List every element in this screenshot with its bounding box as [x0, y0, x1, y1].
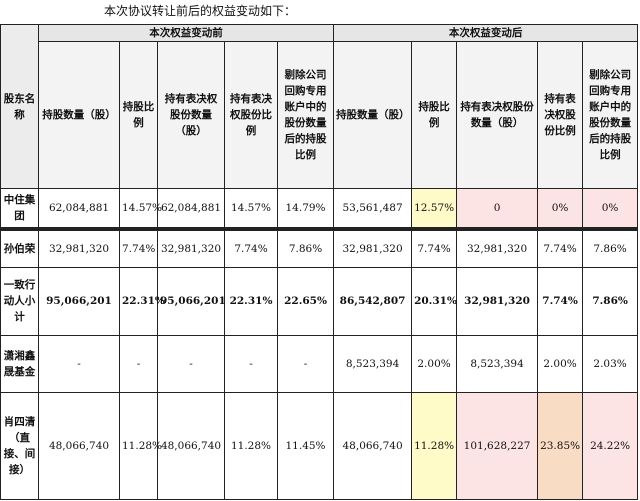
table-row-sunborong: 孙伯荣 32,981,320 7.74% 32,981,320 7.74% 7.… — [0, 227, 639, 269]
intro-text: 本次协议转让前后的权益变动如下： — [104, 4, 297, 18]
cell: 7.74% — [411, 227, 458, 269]
row-name: 一致行动人小计 — [0, 267, 39, 336]
cell: 11.45% — [276, 392, 335, 500]
cell: 95,066,201 — [157, 267, 226, 336]
cell: 7.74% — [224, 227, 278, 269]
cell-highlight: 0% — [582, 188, 639, 230]
cell: 86,542,807 — [333, 267, 413, 336]
row-name: 潇湘鑫晟基金 — [0, 334, 39, 394]
cell: 20.31% — [411, 267, 458, 336]
row-name: 中住集团 — [0, 188, 39, 230]
row-name: 肖四清（直接、间接） — [0, 392, 39, 500]
cell: 11.28% — [119, 392, 162, 500]
col-ratio-after: 持股比例 — [411, 41, 458, 190]
cell: 2.00% — [537, 334, 584, 394]
cell: 14.57% — [224, 188, 278, 230]
cell: 22.31% — [119, 267, 165, 336]
cell: 8,523,394 — [333, 334, 413, 394]
cell: - — [224, 334, 278, 394]
equity-change-table: 股东名称 本次权益变动前 本次权益变动后 持股数量（股） 持股比例 持有表决权股… — [0, 23, 639, 500]
cell-highlight: 24.22% — [582, 392, 639, 500]
col-voting-ratio-after: 持有表决权股份比例 — [537, 41, 584, 190]
cell: - — [38, 334, 120, 394]
table-row-concert-subtotal: 一致行动人小计 95,066,201 22.31% 95,066,201 22.… — [0, 267, 639, 336]
cell: - — [119, 334, 158, 394]
cell: 7.86% — [582, 227, 639, 269]
cell: 14.57% — [119, 188, 162, 230]
cell: 48,066,740 — [38, 392, 120, 500]
column-header-row: 持股数量（股） 持股比例 持有表决权股份数量（股） 持有表决权股份比例 剔除公司… — [1, 41, 639, 190]
col-adjusted-ratio-before: 剔除公司回购专用账户中的股份数量后的持股比例 — [276, 41, 335, 190]
cell: 32,981,320 — [456, 227, 539, 269]
col-voting-shares-before: 持有表决权股份数量（股） — [157, 41, 225, 190]
col-shares-before: 持股数量（股） — [38, 41, 120, 190]
shareholder-name-header: 股东名称 — [0, 23, 39, 190]
group-header-row: 股东名称 本次权益变动前 本次权益变动后 — [0, 23, 639, 190]
table-row-zhongzhu: 中住集团 62,084,881 14.57% 62,084,881 14.57%… — [0, 188, 639, 230]
cell: 7.74% — [537, 267, 584, 336]
table-row-xiaosiqing: 肖四清（直接、间接） 48,066,740 11.28% 48,066,740 … — [0, 392, 639, 500]
col-ratio-before: 持股比例 — [119, 41, 158, 190]
cell: 95,066,201 — [38, 267, 120, 336]
cell: 8,523,394 — [456, 334, 539, 394]
cell: 48,066,740 — [333, 392, 413, 500]
cell: 48,066,740 — [157, 392, 225, 500]
row-name: 孙伯荣 — [0, 227, 39, 269]
cell: 32,981,320 — [38, 227, 120, 269]
cell: 32,981,320 — [157, 227, 225, 269]
cell: 7.86% — [582, 267, 639, 336]
cell-highlight: 12.57% — [411, 188, 458, 230]
cell: 7.74% — [119, 227, 158, 269]
cell-highlight: 0% — [537, 188, 584, 230]
cell: - — [157, 334, 225, 394]
cell-highlight: 23.85% — [537, 392, 584, 500]
cell: 32,981,320 — [333, 227, 413, 269]
cell: - — [276, 334, 335, 394]
col-adjusted-ratio-after: 剔除公司回购专用账户中的股份数量后的持股比例 — [582, 41, 639, 190]
cell: 11.28% — [224, 392, 278, 500]
cell: 7.86% — [276, 227, 335, 269]
before-change-header: 本次权益变动前 — [37, 23, 335, 43]
cell: 2.00% — [411, 334, 458, 394]
cell-highlight: 101,628,227 — [456, 392, 539, 500]
col-voting-shares-after: 持有表决权股份数量（股） — [456, 41, 539, 190]
cell: 53,561,487 — [333, 188, 413, 230]
cell: 14.79% — [276, 188, 335, 230]
cell: 7.74% — [537, 227, 584, 269]
after-change-header: 本次权益变动后 — [333, 23, 639, 43]
cell: 62,084,881 — [38, 188, 120, 230]
cell: 2.03% — [582, 334, 639, 394]
col-shares-after: 持股数量（股） — [333, 41, 413, 190]
table-row-xiaoxiang-fund: 潇湘鑫晟基金 - - - - - 8,523,394 2.00% 8,523,3… — [0, 334, 639, 394]
cell-highlight: 0 — [456, 188, 539, 230]
cell: 32,981,320 — [456, 267, 539, 336]
cell: 22.31% — [224, 267, 278, 336]
cell: 62,084,881 — [157, 188, 225, 230]
cell-highlight: 11.28% — [411, 392, 458, 500]
col-voting-ratio-before: 持有表决权股份比例 — [224, 41, 278, 190]
cell: 22.65% — [276, 267, 335, 336]
